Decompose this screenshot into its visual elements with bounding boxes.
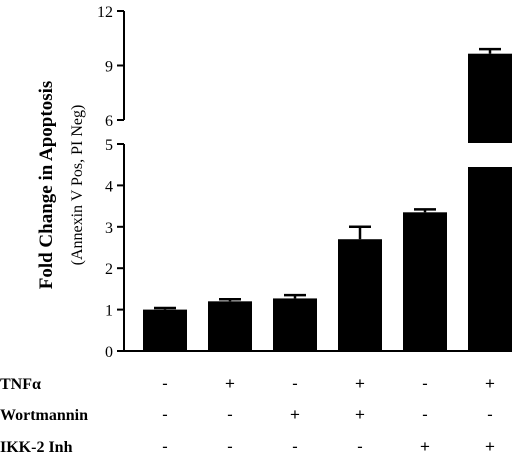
- bar: [468, 53, 512, 352]
- y-tick-label: 5: [105, 137, 113, 154]
- treatment-sign: +: [420, 437, 430, 456]
- treatment-sign: -: [357, 437, 363, 456]
- y-tick-label: 6: [105, 113, 113, 130]
- y-axis-subtitle: (Annexin V Pos, PI Neg): [69, 105, 86, 266]
- treatment-sign: -: [162, 405, 168, 424]
- treatment-label: Wortmannin: [0, 407, 88, 424]
- treatment-sign: +: [225, 374, 235, 393]
- treatment-sign: +: [355, 405, 365, 424]
- treatment-sign: -: [227, 405, 233, 424]
- treatment-sign: -: [292, 374, 298, 393]
- y-tick-label: 0: [105, 344, 113, 361]
- treatment-table: TNFα - + - + - + Wortmannin - - + + - - IKK-2 Inh - - - - +…: [0, 374, 495, 456]
- treatment-sign: -: [422, 374, 428, 393]
- bars: [143, 47, 513, 352]
- bar: [208, 301, 252, 351]
- treatment-sign: +: [485, 437, 495, 456]
- treatment-sign: -: [487, 405, 493, 424]
- treatment-sign: -: [162, 374, 168, 393]
- treatment-sign: -: [292, 437, 298, 456]
- y-axis-label: Fold Change in Apoptosis (Annexin V Pos,…: [36, 81, 86, 290]
- bar: [338, 239, 382, 351]
- bar: [273, 298, 317, 351]
- treatment-sign: +: [355, 374, 365, 393]
- bar-break-gap: [467, 143, 513, 167]
- treatment-sign: -: [162, 437, 168, 456]
- treatment-sign: -: [422, 405, 428, 424]
- treatment-sign: +: [290, 405, 300, 424]
- y-tick-label: 3: [105, 220, 113, 237]
- bar: [143, 309, 187, 351]
- y-tick-label: 2: [105, 261, 113, 278]
- y-axis-title: Fold Change in Apoptosis: [36, 81, 57, 290]
- treatment-label: IKK-2 Inh: [0, 439, 73, 456]
- y-tick-label: 12: [97, 4, 113, 21]
- y-tick-label: 1: [105, 303, 113, 320]
- y-tick-label: 4: [105, 178, 113, 195]
- treatment-sign: -: [227, 437, 233, 456]
- bar: [403, 212, 447, 351]
- treatment-sign: +: [485, 374, 495, 393]
- treatment-label: TNFα: [0, 376, 41, 393]
- y-tick-label: 9: [105, 59, 113, 76]
